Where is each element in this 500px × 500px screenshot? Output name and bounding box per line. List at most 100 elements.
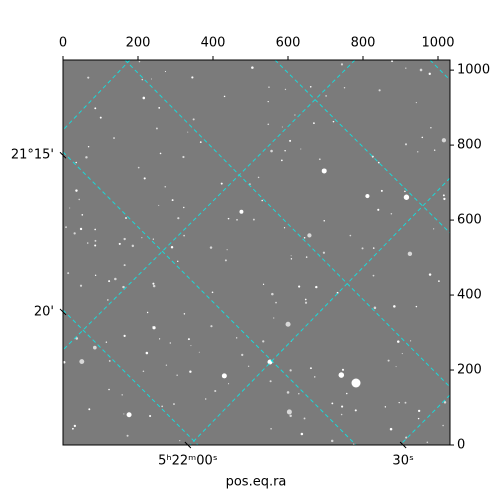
- star: [209, 246, 213, 249]
- star: [441, 138, 447, 143]
- x-tick-label: 800: [351, 36, 376, 51]
- star: [286, 391, 290, 394]
- star: [85, 156, 88, 159]
- star: [393, 305, 396, 308]
- star: [142, 96, 146, 100]
- star: [262, 340, 265, 343]
- x-tick-label: 600: [276, 36, 301, 51]
- star: [78, 198, 80, 201]
- star: [417, 417, 420, 420]
- star: [94, 228, 97, 231]
- y-tick-label: 0: [457, 438, 465, 453]
- star: [267, 101, 269, 103]
- star: [152, 238, 154, 240]
- star: [73, 232, 76, 235]
- star: [113, 137, 115, 139]
- star: [210, 325, 213, 328]
- star: [443, 197, 446, 201]
- star: [79, 227, 83, 231]
- star: [315, 285, 318, 289]
- dec-tick: [59, 308, 67, 316]
- star: [309, 367, 312, 370]
- star: [417, 151, 419, 153]
- star: [404, 190, 406, 193]
- star: [108, 280, 111, 283]
- star: [108, 360, 111, 362]
- star: [270, 149, 273, 153]
- star: [81, 214, 84, 216]
- star: [313, 122, 315, 125]
- star: [126, 434, 129, 437]
- star: [303, 236, 306, 239]
- star: [271, 292, 274, 296]
- star: [164, 70, 167, 73]
- star: [75, 161, 77, 164]
- x-tick-label: 1000: [421, 36, 454, 51]
- star: [289, 369, 292, 372]
- star: [169, 342, 171, 344]
- star: [430, 127, 432, 129]
- star: [118, 242, 121, 245]
- star: [401, 352, 403, 355]
- star: [165, 364, 168, 366]
- star: [73, 424, 77, 428]
- star: [114, 277, 117, 281]
- star: [442, 424, 444, 427]
- star: [377, 161, 380, 164]
- star: [75, 189, 78, 192]
- star: [300, 432, 304, 436]
- x-tick-label: 200: [126, 36, 151, 51]
- star: [275, 301, 277, 304]
- star: [93, 345, 97, 350]
- star: [307, 233, 312, 238]
- wcs-grid: [63, 60, 450, 445]
- star: [94, 274, 97, 277]
- star: [176, 374, 178, 377]
- star: [314, 376, 316, 378]
- star: [404, 143, 408, 146]
- star: [192, 118, 195, 121]
- star: [283, 227, 286, 229]
- star: [433, 228, 435, 230]
- star: [79, 359, 85, 365]
- star: [226, 249, 228, 251]
- x-tick-label: 400: [201, 36, 226, 51]
- star: [228, 383, 230, 385]
- star: [191, 76, 194, 79]
- star: [405, 67, 407, 69]
- star: [239, 209, 244, 214]
- ra-tick-label: 5ʰ22ᵐ00ˢ: [158, 454, 218, 469]
- star: [205, 398, 207, 400]
- star: [273, 317, 275, 319]
- star: [351, 378, 361, 388]
- star: [183, 234, 185, 237]
- star: [332, 120, 335, 123]
- star: [321, 168, 327, 174]
- star: [252, 218, 255, 221]
- star: [257, 176, 260, 179]
- star: [285, 321, 291, 327]
- star: [268, 86, 270, 88]
- star: [158, 204, 160, 206]
- star: [438, 280, 440, 283]
- star: [236, 337, 238, 339]
- star: [403, 194, 410, 200]
- star: [158, 106, 161, 109]
- star: [152, 325, 154, 328]
- star: [398, 401, 400, 404]
- star: [198, 351, 200, 353]
- star: [123, 334, 126, 337]
- star: [281, 126, 283, 128]
- star: [94, 107, 97, 110]
- star: [190, 345, 192, 347]
- star: [173, 403, 175, 405]
- image: [63, 60, 450, 445]
- star: [187, 131, 189, 133]
- star: [284, 88, 287, 91]
- star: [280, 159, 283, 162]
- star: [141, 78, 144, 81]
- star: [349, 234, 352, 237]
- star: [107, 299, 109, 301]
- star: [340, 413, 343, 416]
- star: [105, 341, 108, 343]
